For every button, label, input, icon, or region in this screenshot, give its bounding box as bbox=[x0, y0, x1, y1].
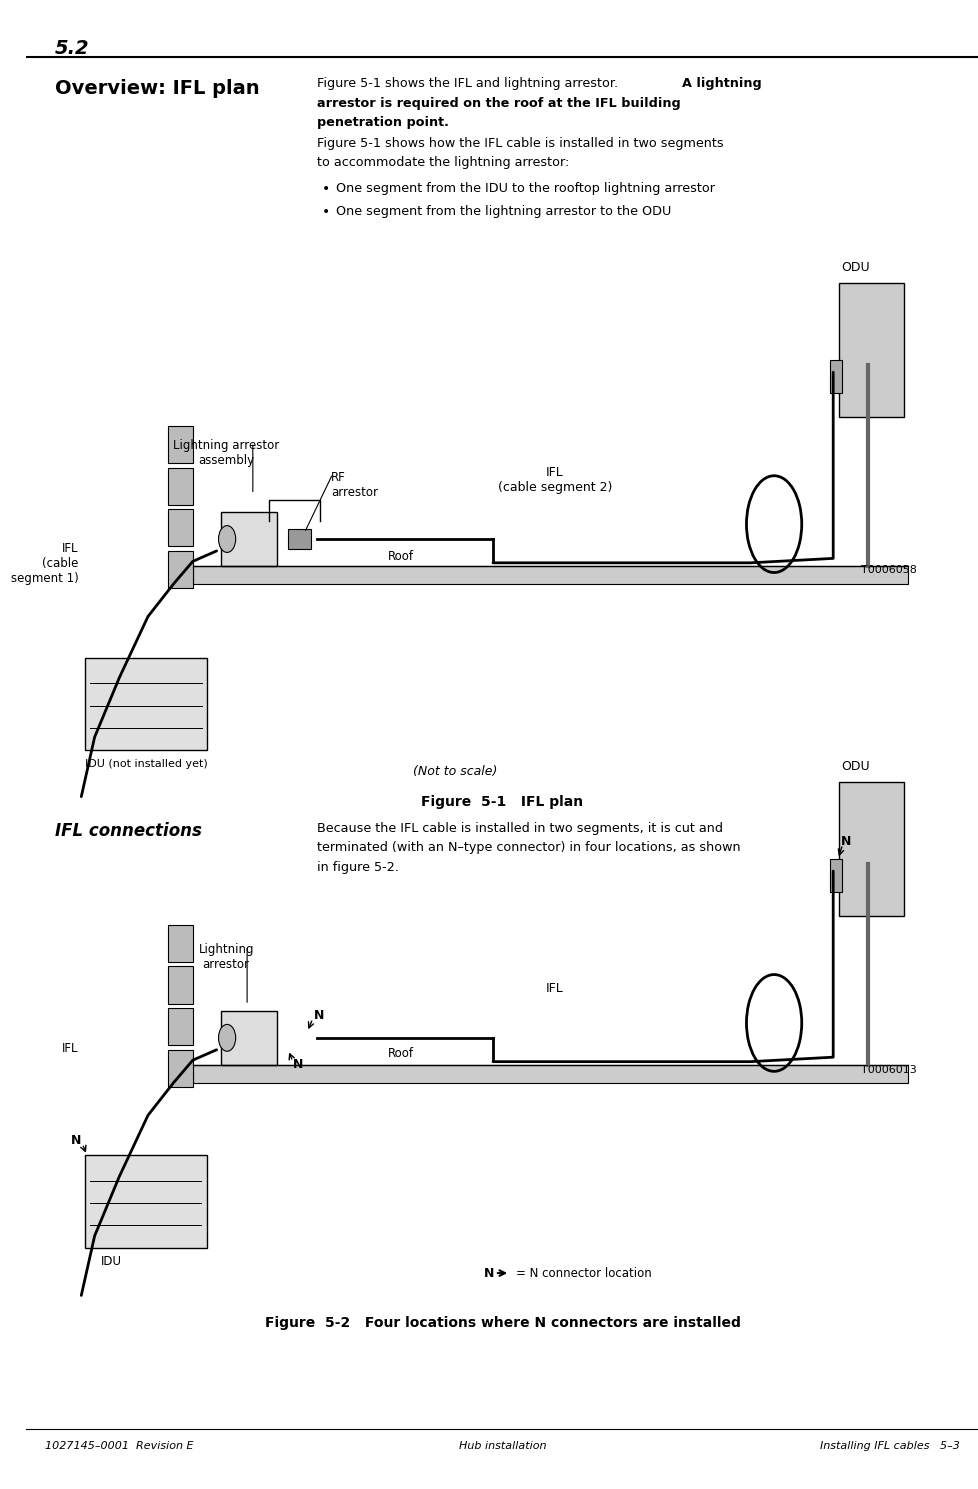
FancyBboxPatch shape bbox=[168, 426, 193, 463]
FancyBboxPatch shape bbox=[221, 512, 277, 566]
Text: N: N bbox=[483, 1267, 493, 1279]
Circle shape bbox=[218, 1024, 236, 1051]
Text: T0006058: T0006058 bbox=[861, 564, 916, 575]
Text: ODU: ODU bbox=[840, 261, 868, 274]
Text: (Not to scale): (Not to scale) bbox=[413, 765, 497, 779]
Text: IFL
(cable
segment 1): IFL (cable segment 1) bbox=[11, 542, 78, 585]
Text: Figure  5-2   Four locations where N connectors are installed: Figure 5-2 Four locations where N connec… bbox=[264, 1316, 739, 1330]
FancyBboxPatch shape bbox=[168, 551, 193, 588]
Text: Figure 5-1 shows the IFL and lightning arrestor.: Figure 5-1 shows the IFL and lightning a… bbox=[316, 77, 621, 91]
Text: Roof: Roof bbox=[387, 1047, 414, 1060]
Text: terminated (with an N–type connector) in four locations, as shown: terminated (with an N–type connector) in… bbox=[316, 841, 739, 855]
FancyBboxPatch shape bbox=[85, 1155, 207, 1248]
Text: arrestor is required on the roof at the IFL building: arrestor is required on the roof at the … bbox=[316, 97, 680, 110]
Text: IDU (not installed yet): IDU (not installed yet) bbox=[85, 759, 207, 770]
Polygon shape bbox=[193, 566, 907, 584]
FancyBboxPatch shape bbox=[168, 925, 193, 962]
Text: IFL: IFL bbox=[546, 981, 563, 995]
Text: One segment from the lightning arrestor to the ODU: One segment from the lightning arrestor … bbox=[335, 205, 671, 219]
FancyBboxPatch shape bbox=[838, 782, 903, 916]
FancyBboxPatch shape bbox=[221, 1011, 277, 1065]
Text: 5.2: 5.2 bbox=[55, 39, 89, 58]
Text: Installing IFL cables   5–3: Installing IFL cables 5–3 bbox=[820, 1441, 959, 1452]
Polygon shape bbox=[193, 1065, 907, 1083]
Text: N: N bbox=[70, 1135, 81, 1147]
Text: Figure 5-1 shows how the IFL cable is installed in two segments: Figure 5-1 shows how the IFL cable is in… bbox=[316, 137, 723, 150]
Text: RF
arrestor: RF arrestor bbox=[331, 471, 378, 499]
Text: IFL connections: IFL connections bbox=[55, 822, 201, 840]
FancyBboxPatch shape bbox=[829, 859, 841, 892]
Text: N: N bbox=[292, 1059, 303, 1071]
Text: Roof: Roof bbox=[387, 549, 414, 563]
Text: T0006013: T0006013 bbox=[861, 1065, 916, 1075]
FancyBboxPatch shape bbox=[168, 966, 193, 1004]
Text: 1027145–0001  Revision E: 1027145–0001 Revision E bbox=[45, 1441, 194, 1452]
Text: N: N bbox=[840, 835, 850, 847]
Text: Lightning
arrestor: Lightning arrestor bbox=[199, 943, 253, 971]
Text: in figure 5-2.: in figure 5-2. bbox=[316, 861, 398, 874]
Text: IDU: IDU bbox=[101, 1255, 122, 1269]
FancyBboxPatch shape bbox=[168, 468, 193, 505]
Text: IFL: IFL bbox=[62, 1042, 78, 1056]
Circle shape bbox=[218, 526, 236, 552]
Text: to accommodate the lightning arrestor:: to accommodate the lightning arrestor: bbox=[316, 156, 568, 170]
Text: ODU: ODU bbox=[840, 759, 868, 773]
Text: Overview: IFL plan: Overview: IFL plan bbox=[55, 79, 259, 98]
FancyBboxPatch shape bbox=[85, 658, 207, 750]
Text: A lightning: A lightning bbox=[681, 77, 761, 91]
Text: = N connector location: = N connector location bbox=[515, 1267, 651, 1279]
Text: Because the IFL cable is installed in two segments, it is cut and: Because the IFL cable is installed in tw… bbox=[316, 822, 722, 835]
Text: •: • bbox=[321, 182, 330, 195]
Text: IFL
(cable segment 2): IFL (cable segment 2) bbox=[497, 466, 611, 494]
FancyBboxPatch shape bbox=[168, 509, 193, 546]
Text: Figure  5-1   IFL plan: Figure 5-1 IFL plan bbox=[421, 795, 583, 809]
Text: One segment from the IDU to the rooftop lightning arrestor: One segment from the IDU to the rooftop … bbox=[335, 182, 714, 195]
FancyBboxPatch shape bbox=[829, 360, 841, 393]
Text: penetration point.: penetration point. bbox=[316, 116, 448, 130]
Text: N: N bbox=[314, 1010, 324, 1021]
FancyBboxPatch shape bbox=[168, 1008, 193, 1045]
Text: Hub installation: Hub installation bbox=[459, 1441, 546, 1452]
Text: •: • bbox=[321, 205, 330, 219]
FancyBboxPatch shape bbox=[288, 529, 311, 549]
FancyBboxPatch shape bbox=[168, 1050, 193, 1087]
FancyBboxPatch shape bbox=[838, 283, 903, 417]
Text: Lightning arrestor
assembly: Lightning arrestor assembly bbox=[173, 439, 279, 468]
